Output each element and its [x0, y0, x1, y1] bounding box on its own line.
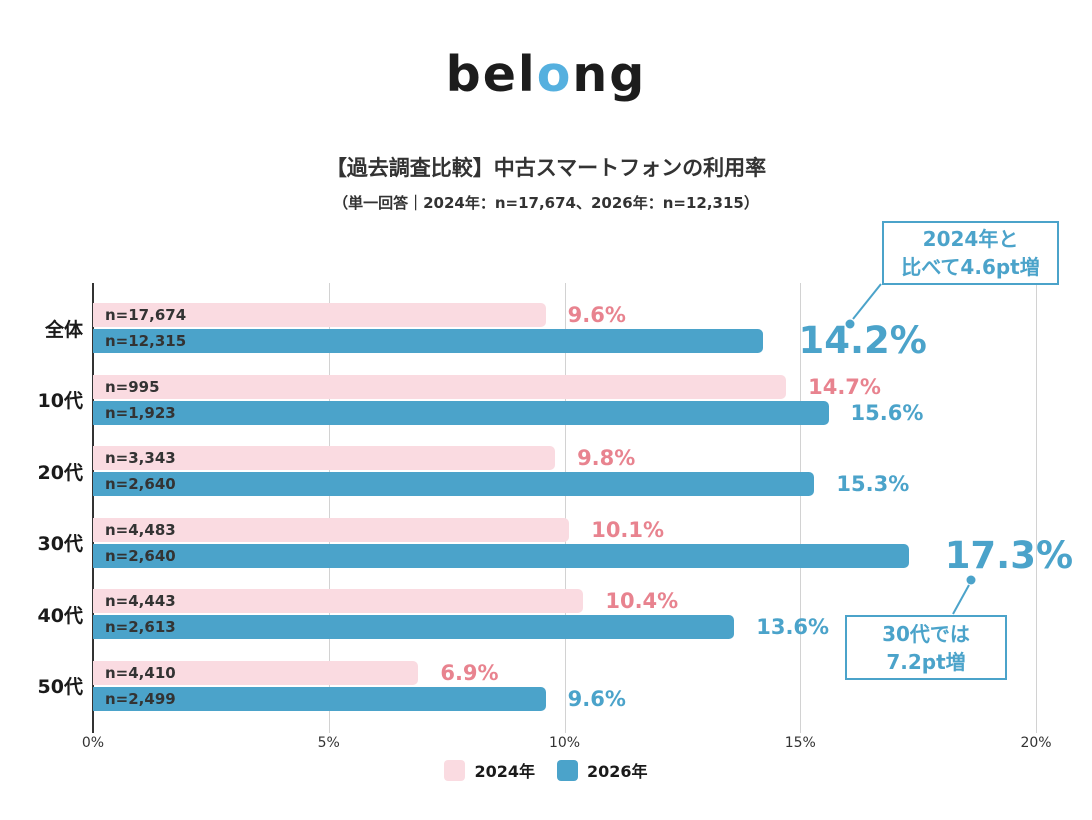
n-label: n=995 — [105, 377, 160, 396]
x-tick: 20% — [1020, 735, 1052, 751]
chart-row-10代: 10代 n=995 14.7% n=1,923 15.6% — [38, 374, 1036, 425]
value-label-2026年-20代: 15.3% — [836, 472, 910, 496]
y-axis-line — [92, 283, 94, 733]
chart-subtitle: （単一回答｜2024年：n=17,674、2026年：n=12,315） — [333, 194, 759, 212]
legend-item-2024: 2024年 — [444, 758, 535, 782]
category-label: 40代 — [37, 604, 83, 627]
value-label-2026年-50代: 9.6% — [567, 686, 626, 711]
chart-row-50代: 50代 n=4,410 6.9% n=2,499 9.6% — [38, 660, 1036, 711]
n-label: n=1,923 — [105, 403, 176, 422]
bar-2024年-10代: n=995 — [93, 374, 787, 399]
value-label-2026年-30代: 17.3% — [944, 533, 1074, 577]
legend-item-2026: 2026年 — [557, 758, 648, 782]
callout-overall-increase: 2024年と 比べて4.6pt増 — [882, 221, 1059, 285]
n-label: n=17,674 — [105, 306, 187, 324]
n-label: n=12,315 — [105, 332, 187, 350]
chart-legend: 2024年 2026年 — [0, 758, 1092, 782]
callout-overall-line2: 比べて4.6pt増 — [901, 255, 1040, 279]
value-label-2024年-20代: 9.8% — [577, 446, 636, 470]
x-axis-ticks: 0% 5% 10% 15% 20% — [82, 735, 1052, 755]
bar-2026年-40代: n=2,613 — [93, 615, 735, 639]
x-tick: 10% — [548, 735, 581, 751]
x-tick: 15% — [784, 735, 816, 751]
value-label-2026年-10代: 15.6% — [850, 400, 924, 425]
callout-thirties-line2: 7.2pt増 — [886, 649, 966, 674]
callout-thirties-increase: 30代では 7.2pt増 — [845, 615, 1007, 680]
n-label: n=3,343 — [105, 449, 176, 467]
legend-label-2026: 2026年 — [587, 762, 648, 781]
n-label: n=2,640 — [105, 546, 176, 565]
plot-area: 全体 n=17,674 9.6% n=12,315 14.2% 10代 n=995 14.7%… — [38, 283, 1073, 751]
n-label: n=2,640 — [105, 475, 176, 493]
value-label-2026年-40代: 13.6% — [756, 615, 830, 639]
callout-thirties-line1: 30代では — [882, 621, 970, 646]
value-label-2024年-40代: 10.4% — [605, 589, 679, 613]
bar-2024年-40代: n=4,443 — [93, 589, 584, 613]
bar-2024年-50代: n=4,410 — [93, 660, 419, 685]
callout-overall-line1: 2024年と — [922, 227, 1019, 251]
category-label: 10代 — [37, 390, 83, 412]
x-tick: 0% — [81, 735, 105, 751]
chart-title: 【過去調査比較】中古スマートフォンの利用率 — [325, 156, 767, 180]
bar-2026年-20代: n=2,640 — [93, 472, 815, 496]
gridline-15pct — [800, 283, 802, 733]
bar-2026年-10代: n=1,923 — [93, 400, 829, 425]
gridline-10pct — [564, 283, 566, 733]
bar-2026年-全体: n=12,315 — [93, 329, 763, 353]
chart-row-40代: 40代 n=4,443 10.4% n=2,613 13.6% — [38, 589, 1036, 639]
value-label-2024年-50代: 6.9% — [440, 660, 499, 685]
value-label-2024年-30代: 10.1% — [591, 517, 665, 542]
bar-2024年-全体: n=17,674 — [93, 303, 546, 327]
legend-swatch-2024 — [444, 759, 466, 781]
value-label-2024年-全体: 9.6% — [567, 303, 626, 327]
bar-2024年-20代: n=3,343 — [93, 446, 556, 470]
logo-text-post: ng — [572, 46, 647, 103]
bar-2026年-30代: n=2,640 — [93, 543, 909, 568]
gridline-5pct — [328, 283, 330, 733]
n-label: n=2,613 — [105, 618, 176, 636]
n-label: n=2,499 — [105, 689, 176, 708]
bar-2024年-30代: n=4,483 — [93, 517, 570, 542]
category-label: 30代 — [37, 533, 83, 555]
gridline-20pct — [1036, 283, 1037, 733]
category-label: 50代 — [37, 676, 83, 698]
belong-logo: belong — [0, 46, 1092, 103]
legend-label-2024: 2024年 — [474, 762, 535, 781]
n-label: n=4,443 — [105, 592, 176, 610]
chart-row-20代: 20代 n=3,343 9.8% n=2,640 15.3% — [38, 446, 1036, 496]
category-label: 20代 — [37, 461, 83, 484]
chart-row-全体: 全体 n=17,674 9.6% n=12,315 14.2% — [45, 303, 1036, 361]
n-label: n=4,410 — [105, 663, 176, 682]
category-label: 全体 — [44, 318, 83, 341]
legend-swatch-2026 — [557, 759, 578, 781]
logo-text-pre: bel — [445, 46, 537, 103]
x-tick: 5% — [317, 735, 340, 751]
logo-o-mark: o — [536, 46, 573, 103]
bar-2026年-50代: n=2,499 — [93, 686, 546, 711]
value-label-2026年-全体: 14.2% — [798, 319, 927, 362]
chart-row-30代: 30代 n=4,483 10.1% n=2,640 17.3% — [38, 517, 1073, 575]
n-label: n=4,483 — [105, 520, 176, 539]
value-label-2024年-10代: 14.7% — [808, 374, 881, 399]
